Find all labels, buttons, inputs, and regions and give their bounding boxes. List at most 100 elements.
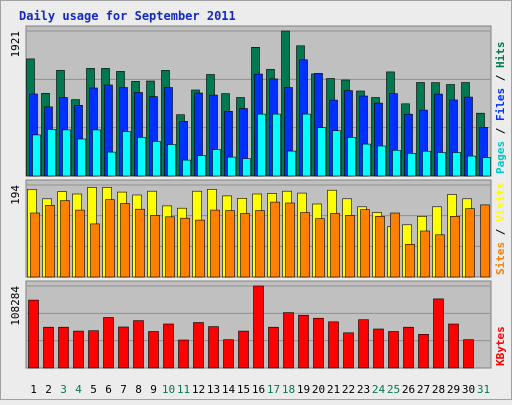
bar-sites-day-18: [285, 202, 295, 278]
bar-kbytes-day-6: [103, 317, 114, 369]
bar-kbytes-day-23: [358, 319, 369, 369]
bar-kbytes-day-11: [178, 339, 189, 369]
x-tick-label-24: 24: [372, 383, 386, 396]
bar-pages-day-8: [137, 137, 146, 177]
bar-kbytes-day-30: [463, 339, 474, 369]
x-tick-label-17: 17: [267, 383, 280, 396]
bar-pages-day-19: [302, 113, 311, 177]
bar-kbytes-day-19: [298, 314, 309, 369]
x-tick-label-5: 5: [90, 383, 97, 396]
bar-sites-day-13: [210, 209, 220, 278]
panel-kbytes: 108284 KBytes: [9, 280, 507, 369]
panel-visits-sites: 194 Sites / Visits: [9, 179, 507, 278]
bar-pages-day-1: [32, 134, 41, 177]
bar-sites-day-28: [435, 234, 445, 278]
bar-pages-day-9: [152, 141, 161, 177]
bar-pages-day-18: [287, 150, 296, 177]
bar-pages-day-24: [377, 145, 386, 177]
x-tick-label-19: 19: [297, 383, 310, 396]
bar-sites-day-27: [420, 230, 430, 278]
bar-pages-day-4: [77, 138, 86, 177]
bar-kbytes-day-17: [268, 326, 279, 369]
bar-sites-day-2: [45, 205, 55, 278]
ymax-label: 1921: [9, 31, 22, 58]
x-tick-label-4: 4: [75, 383, 82, 396]
bar-sites-day-30: [465, 208, 475, 278]
bar-pages-day-5: [92, 129, 101, 177]
bar-kbytes-day-24: [373, 328, 384, 369]
x-tick-label-13: 13: [207, 383, 220, 396]
bar-pages-day-10: [167, 144, 176, 177]
side-legend: KBytes: [494, 326, 507, 366]
bar-sites-day-17: [270, 201, 280, 278]
bar-pages-day-6: [107, 151, 116, 177]
x-axis: 1 2 3 4 5 6 7 8 9 10 11 12 13 14 15 16 17 18 19 20 21 22 23 24 2…: [30, 383, 490, 396]
bar-sites-day-12: [195, 219, 205, 278]
bar-sites-day-7: [120, 203, 130, 278]
bar-kbytes-day-13: [208, 326, 219, 369]
x-tick-label-12: 12: [192, 383, 205, 396]
bar-sites-day-4: [75, 209, 85, 278]
bar-sites-day-6: [105, 199, 115, 278]
x-tick-label-25: 25: [387, 383, 400, 396]
x-tick-label-28: 28: [432, 383, 445, 396]
legend-visits: Visits: [494, 182, 507, 222]
side-legend: Pages / Files / Hits: [494, 42, 507, 175]
x-tick-label-20: 20: [312, 383, 325, 396]
bar-sites-day-25: [390, 212, 400, 278]
x-tick-label-29: 29: [447, 383, 460, 396]
ymax-label: 194: [9, 185, 22, 205]
bar-sites-day-22: [345, 215, 355, 278]
bar-sites-day-15: [240, 213, 250, 278]
bar-kbytes-day-21: [328, 321, 339, 369]
legend-sites: Sites: [494, 242, 507, 275]
legend-files: Files: [494, 88, 507, 121]
bar-sites-day-11: [180, 217, 190, 278]
bar-sites-day-5: [90, 223, 100, 278]
x-tick-label-16: 16: [252, 383, 265, 396]
legend-kbytes: KBytes: [494, 326, 507, 366]
legend-separator: /: [494, 121, 507, 141]
bar-sites-day-14: [225, 210, 235, 278]
bar-sites-day-29: [450, 216, 460, 278]
bar-pages-day-25: [392, 150, 401, 177]
bar-pages-day-17: [272, 113, 281, 177]
bar-kbytes-day-1: [28, 299, 39, 369]
x-tick-label-3: 3: [60, 383, 67, 396]
bar-kbytes-day-12: [193, 322, 204, 369]
bar-pages-day-14: [227, 156, 236, 177]
chart-title: Daily usage for September 2011: [19, 9, 236, 23]
x-tick-label-8: 8: [135, 383, 142, 396]
bar-pages-day-20: [317, 127, 326, 177]
bar-sites-day-10: [165, 216, 175, 278]
bar-sites-day-16: [255, 210, 265, 278]
x-tick-label-18: 18: [282, 383, 295, 396]
x-tick-label-10: 10: [162, 383, 175, 396]
bar-kbytes-day-27: [418, 333, 429, 369]
legend-separator: /: [494, 68, 507, 88]
x-tick-label-23: 23: [357, 383, 370, 396]
side-legend: Sites / Visits: [494, 182, 507, 275]
x-tick-label-27: 27: [417, 383, 430, 396]
bar-sites-day-19: [300, 212, 310, 278]
bar-sites-day-9: [150, 215, 160, 278]
x-tick-label-1: 1: [30, 383, 37, 396]
panels: 1921 Pages / Files / Hits 194 Sites / Visit…: [9, 25, 507, 369]
bar-pages-day-2: [47, 129, 56, 177]
bar-pages-day-12: [197, 155, 206, 177]
bar-pages-day-7: [122, 131, 131, 177]
bar-kbytes-day-16: [253, 285, 264, 369]
bar-pages-day-29: [452, 152, 461, 177]
bar-sites-day-1: [30, 212, 40, 278]
x-tick-label-2: 2: [45, 383, 52, 396]
bar-kbytes-day-10: [163, 323, 174, 369]
bar-kbytes-day-26: [403, 326, 414, 369]
x-tick-label-14: 14: [222, 383, 236, 396]
bar-pages-day-21: [332, 130, 341, 177]
bar-kbytes-day-25: [388, 331, 399, 369]
bar-sites-day-20: [315, 218, 325, 278]
bar-kbytes-day-28: [433, 298, 444, 369]
x-tick-label-11: 11: [177, 383, 190, 396]
bar-pages-day-11: [182, 159, 191, 177]
